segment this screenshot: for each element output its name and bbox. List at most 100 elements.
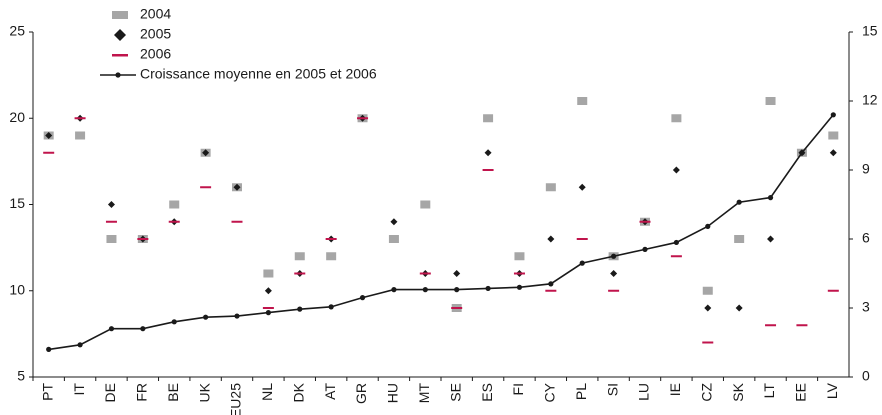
- legend-label: Croissance moyenne en 2005 et 2006: [140, 66, 377, 82]
- y2-tick-label: 12: [862, 92, 878, 108]
- line-point: [359, 295, 366, 301]
- dash-marker: [451, 307, 463, 309]
- square-marker: [75, 131, 86, 140]
- line-point: [579, 260, 585, 266]
- square-marker: [545, 183, 556, 192]
- diamond-marker: [829, 149, 837, 157]
- square-marker: [388, 235, 399, 243]
- x-tick-label: BE: [165, 383, 181, 402]
- diamond-marker: [390, 218, 398, 226]
- square-marker: [828, 131, 839, 140]
- dash-marker: [168, 220, 180, 223]
- legend-label: 2006: [140, 46, 171, 62]
- diamond-marker: [735, 304, 743, 312]
- x-tick-label: AT: [322, 383, 338, 400]
- x-tick-label: CZ: [698, 383, 714, 402]
- x-tick-label: SK: [730, 382, 746, 401]
- y-tick-label: 10: [9, 281, 25, 297]
- dash-marker: [262, 307, 274, 309]
- line-point: [328, 304, 334, 310]
- line-point: [140, 326, 146, 332]
- dash-marker: [827, 289, 839, 292]
- dash-marker: [576, 238, 588, 240]
- dash-marker: [294, 272, 306, 275]
- square-marker: [294, 252, 305, 261]
- dash-marker: [231, 220, 243, 223]
- x-tick-label: PT: [39, 383, 55, 401]
- dash-marker: [796, 324, 808, 327]
- line-point: [171, 319, 177, 325]
- legend-label: 2004: [140, 6, 171, 22]
- legend-square: [112, 11, 128, 19]
- dash-marker: [105, 220, 117, 223]
- square-marker: [483, 114, 494, 123]
- y-tick-label: 15: [9, 195, 25, 211]
- x-tick-label: SI: [604, 383, 620, 396]
- y2-tick-label: 3: [862, 299, 870, 315]
- diamond-marker: [484, 149, 492, 157]
- legend-label: 2005: [140, 26, 171, 42]
- diamond-marker: [547, 235, 555, 243]
- line-point: [830, 112, 836, 118]
- dash-marker: [702, 341, 714, 344]
- dash-marker: [545, 289, 557, 292]
- line-point: [705, 223, 711, 229]
- dash-marker: [513, 272, 525, 275]
- y2-tick-label: 0: [862, 368, 870, 384]
- square-marker: [765, 97, 776, 105]
- diamond-marker: [264, 287, 272, 295]
- x-tick-label: IT: [71, 383, 87, 396]
- x-tick-label: GR: [353, 383, 369, 404]
- diamond-marker: [453, 270, 461, 277]
- dash-marker: [608, 289, 620, 292]
- line-point: [203, 314, 209, 320]
- dash-marker: [43, 151, 55, 154]
- x-tick-label: LV: [824, 382, 840, 399]
- line-point: [265, 310, 271, 316]
- legend-dash: [112, 54, 128, 57]
- x-tick-label: EU25: [228, 383, 244, 415]
- x-tick-label: UK: [196, 382, 212, 402]
- x-tick-label: DE: [102, 383, 118, 402]
- line-point: [736, 199, 742, 205]
- dash-marker: [419, 272, 431, 275]
- dash-marker: [74, 117, 86, 120]
- dash-marker: [765, 324, 777, 327]
- x-tick-label: IE: [667, 383, 683, 396]
- x-tick-label: ES: [479, 383, 495, 402]
- x-tick-label: MT: [416, 383, 432, 404]
- line-point: [516, 284, 523, 290]
- legend-dot: [115, 72, 121, 78]
- line-point: [767, 195, 774, 201]
- line-point: [108, 326, 115, 332]
- diamond-marker: [704, 304, 712, 312]
- x-tick-label: EE: [793, 383, 809, 402]
- dash-marker: [639, 220, 651, 223]
- dash-marker: [200, 186, 212, 189]
- diamond-marker: [107, 201, 115, 208]
- y2-tick-label: 6: [862, 230, 870, 246]
- x-tick-label: FI: [510, 383, 526, 395]
- line: [48, 114, 834, 351]
- y-tick-label: 25: [9, 23, 25, 39]
- square-marker: [577, 97, 588, 105]
- square-marker: [671, 114, 682, 123]
- y2-tick-label: 15: [862, 23, 878, 39]
- legend-diamond: [114, 29, 126, 41]
- line-point: [611, 253, 617, 259]
- line-point: [297, 306, 303, 312]
- square-marker: [169, 200, 180, 209]
- diamond-marker: [202, 149, 210, 157]
- dash-marker: [325, 238, 337, 240]
- diamond-marker: [45, 132, 53, 139]
- x-tick-label: PL: [573, 383, 589, 400]
- line-point: [548, 281, 554, 287]
- square-marker: [106, 235, 117, 243]
- line-point: [454, 287, 460, 293]
- x-tick-label: CY: [542, 382, 558, 402]
- line-point: [673, 239, 679, 246]
- line-point: [799, 150, 805, 156]
- x-tick-label: HU: [385, 383, 401, 403]
- x-tick-label: LT: [761, 383, 777, 399]
